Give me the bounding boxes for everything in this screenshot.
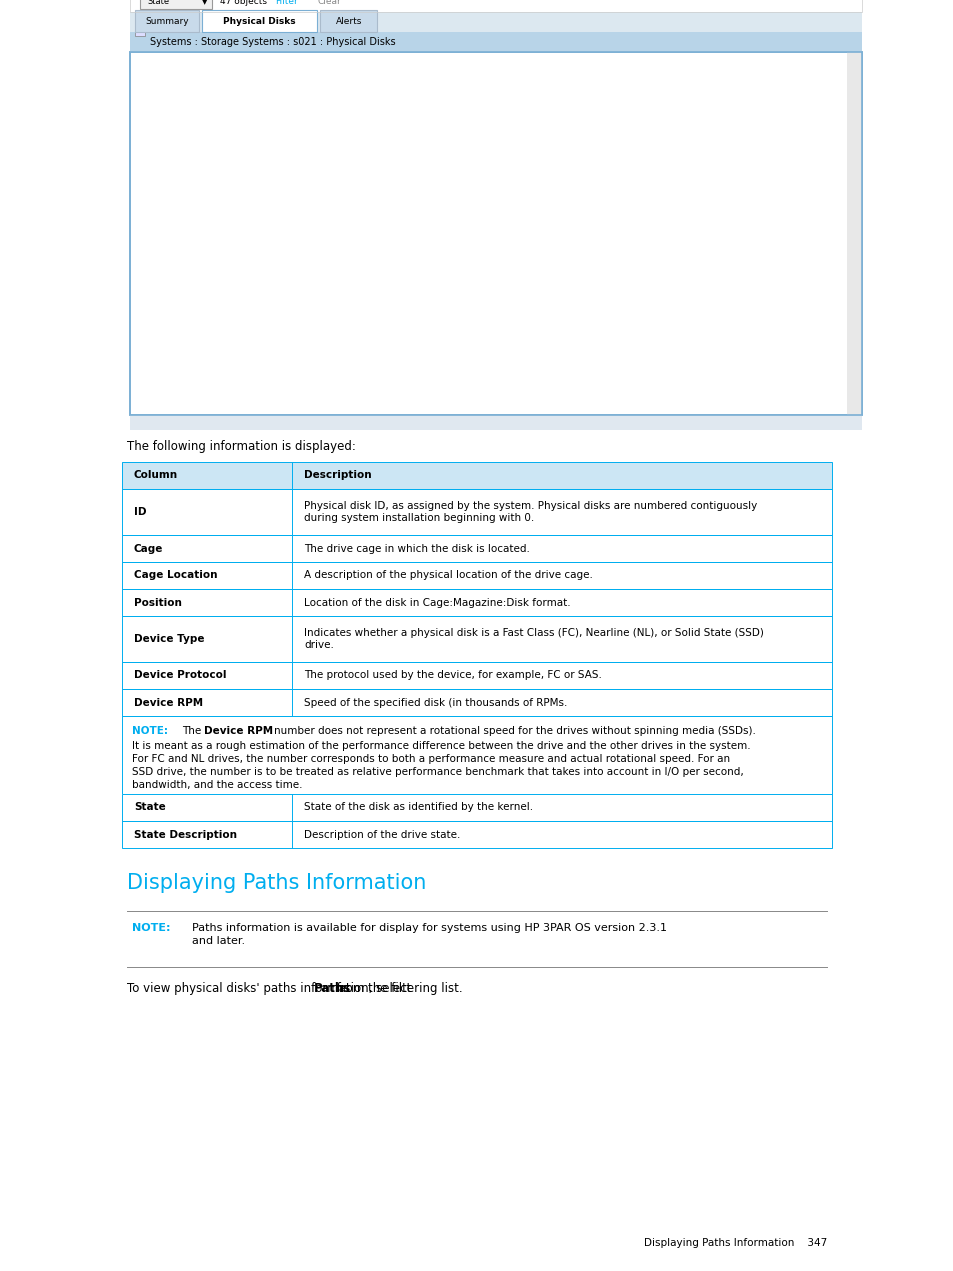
Text: Alerts: Alerts (335, 17, 361, 25)
Bar (122, 662, 831, 689)
Text: Displaying Paths Information    347: Displaying Paths Information 347 (643, 1238, 826, 1248)
Bar (122, 535, 831, 562)
Bar (122, 616, 831, 662)
Text: Indicates whether a physical disk is a Fast Class (FC), Nearline (NL), or Solid : Indicates whether a physical disk is a F… (304, 628, 763, 649)
Text: Device Protocol: Device Protocol (133, 671, 226, 680)
Text: Speed of the specified disk (in thousands of RPMs.: Speed of the specified disk (in thousand… (304, 698, 567, 708)
Text: Paths information is available for display for systems using HP 3PAR OS version : Paths information is available for displ… (192, 923, 666, 946)
Text: Device RPM: Device RPM (204, 726, 273, 736)
Text: It is meant as a rough estimation of the performance difference between the driv: It is meant as a rough estimation of the… (132, 741, 750, 789)
Text: Systems : Storage Systems : s021 : Physical Disks: Systems : Storage Systems : s021 : Physi… (150, 37, 395, 47)
Text: Physical Disks: Physical Disks (223, 17, 295, 25)
Bar (122, 489, 831, 535)
Text: Location of the disk in Cage:Magazine:Disk format.: Location of the disk in Cage:Magazine:Di… (304, 597, 570, 608)
Text: Summary: Summary (145, 17, 189, 25)
Text: Filter: Filter (274, 0, 297, 6)
Text: State Description: State Description (133, 830, 236, 840)
Bar (122, 588, 831, 616)
Text: Displaying Paths Information: Displaying Paths Information (127, 873, 426, 894)
Bar (122, 716, 831, 794)
Bar (122, 794, 831, 821)
Text: 47 objects: 47 objects (220, 0, 267, 6)
Text: State: State (133, 802, 166, 812)
Bar (122, 689, 831, 716)
Bar (122, 616, 831, 662)
Text: Device RPM: Device RPM (133, 698, 203, 708)
Text: State: State (148, 0, 170, 6)
Bar (122, 562, 831, 588)
Text: NOTE:: NOTE: (132, 923, 171, 933)
Bar (122, 794, 831, 821)
Bar (130, 416, 862, 430)
Text: State of the disk as identified by the kernel.: State of the disk as identified by the k… (304, 802, 533, 812)
Text: The drive cage in which the disk is located.: The drive cage in which the disk is loca… (304, 544, 529, 553)
Bar (122, 689, 831, 716)
Bar (122, 821, 831, 848)
Bar (130, 0, 862, 11)
Bar (122, 461, 831, 489)
Text: number does not represent a rotational speed for the drives without spinning med: number does not represent a rotational s… (274, 726, 755, 736)
Text: Device Type: Device Type (133, 634, 204, 644)
Bar (135, 28, 145, 36)
Text: Position: Position (133, 597, 182, 608)
Bar (135, 10, 199, 32)
Text: The: The (182, 726, 204, 736)
Text: ID: ID (133, 507, 147, 517)
Text: from the filtering list.: from the filtering list. (333, 982, 462, 995)
Text: The protocol used by the device, for example, FC or SAS.: The protocol used by the device, for exa… (304, 671, 601, 680)
Bar (130, 52, 862, 416)
Text: Cage Location: Cage Location (133, 571, 217, 581)
Text: To view physical disks' paths information, select: To view physical disks' paths informatio… (127, 982, 415, 995)
Bar (140, 0, 212, 9)
Text: NOTE:: NOTE: (132, 726, 168, 736)
Text: Cage: Cage (133, 544, 163, 553)
Bar (122, 821, 831, 848)
Text: Description of the drive state.: Description of the drive state. (304, 830, 460, 840)
Text: Paths: Paths (314, 982, 351, 995)
Bar (122, 461, 831, 489)
Bar (122, 562, 831, 588)
Bar (846, 52, 862, 416)
Text: Description: Description (304, 470, 372, 480)
Bar (122, 489, 831, 535)
Text: Column: Column (133, 470, 178, 480)
Bar (130, 0, 862, 11)
Bar (130, 11, 862, 32)
Bar (202, 10, 316, 32)
Text: ▼: ▼ (201, 0, 207, 5)
Text: The following information is displayed:: The following information is displayed: (127, 440, 355, 452)
Bar (122, 535, 831, 562)
Bar (320, 10, 377, 32)
Bar (130, 52, 862, 416)
Bar (122, 662, 831, 689)
Text: Physical disk ID, as assigned by the system. Physical disks are numbered contigu: Physical disk ID, as assigned by the sys… (304, 501, 757, 522)
Text: Clear: Clear (316, 0, 340, 6)
Text: A description of the physical location of the drive cage.: A description of the physical location o… (304, 571, 592, 581)
Bar (122, 588, 831, 616)
Bar (130, 32, 862, 52)
